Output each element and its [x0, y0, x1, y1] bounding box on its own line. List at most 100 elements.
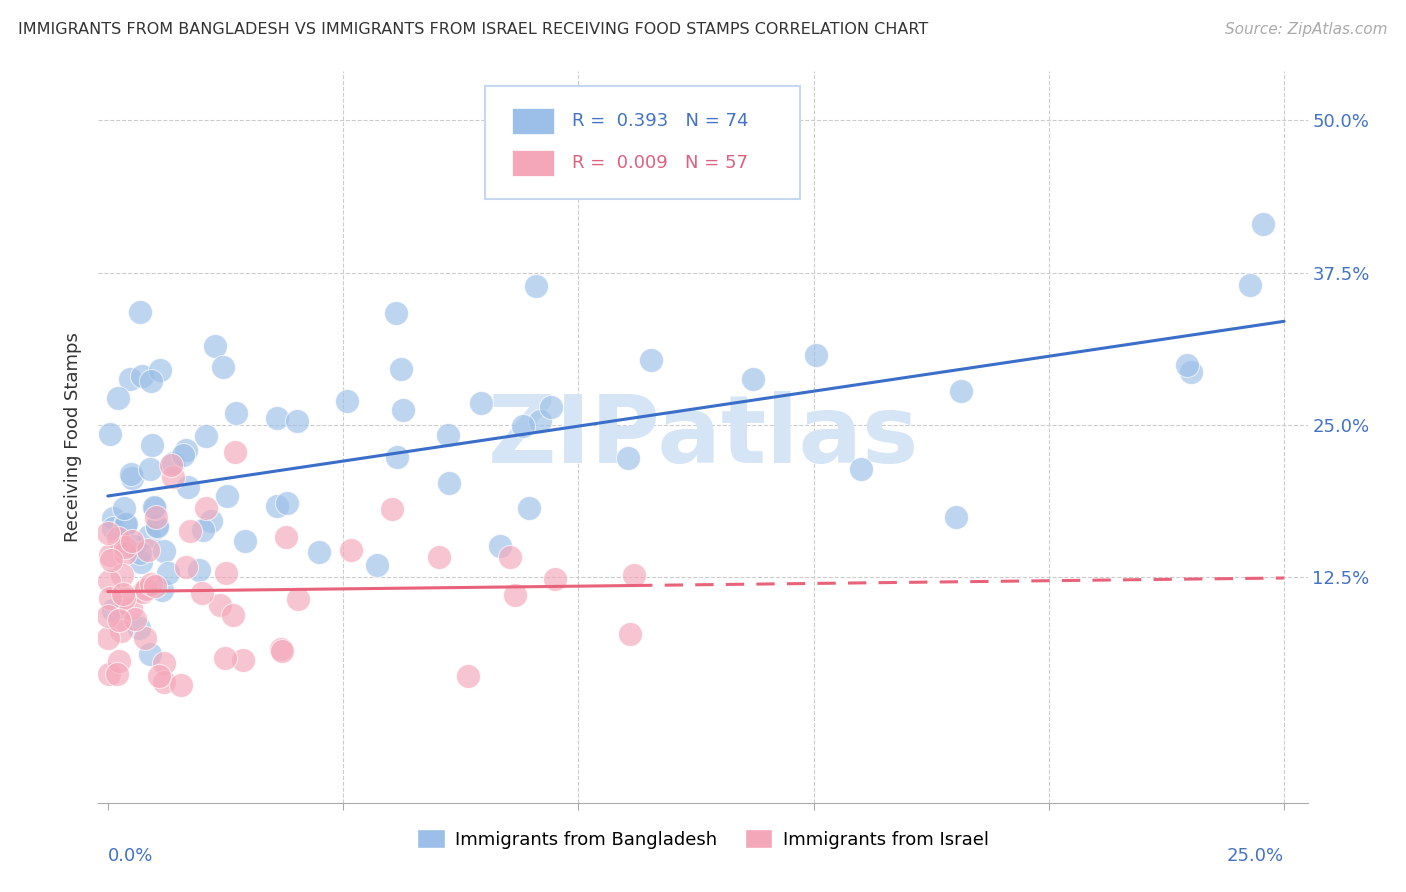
Point: [115, 516, 138, 531]
Point: [108, 654, 131, 668]
Point: [98, 591, 121, 605]
Point: [141, 374, 163, 388]
Point: [640, 353, 662, 368]
Point: [114, 546, 136, 560]
Point: [143, 579, 166, 593]
Point: [381, 501, 404, 516]
Point: [340, 543, 363, 558]
Point: [153, 656, 176, 670]
Point: [138, 529, 160, 543]
Point: [98, 667, 121, 681]
Point: [391, 403, 413, 417]
Point: [112, 591, 135, 606]
Point: [141, 437, 163, 451]
Point: [308, 545, 330, 559]
Point: [114, 540, 136, 554]
Point: [215, 489, 238, 503]
Point: [101, 603, 124, 617]
Point: [187, 563, 209, 577]
Point: [270, 642, 292, 657]
Point: [124, 612, 146, 626]
Point: [524, 278, 547, 293]
Point: [129, 546, 152, 560]
Point: [118, 371, 141, 385]
Point: [103, 510, 125, 524]
Point: [153, 543, 176, 558]
Point: [134, 632, 156, 646]
Point: [177, 480, 200, 494]
Legend: Immigrants from Bangladesh, Immigrants from Israel: Immigrants from Bangladesh, Immigrants f…: [411, 822, 995, 856]
Point: [174, 442, 197, 457]
Point: [214, 651, 236, 665]
Point: [114, 516, 136, 531]
Point: [499, 550, 522, 565]
Point: [540, 400, 562, 414]
Point: [208, 598, 231, 612]
Bar: [512, 150, 554, 176]
Text: IMMIGRANTS FROM BANGLADESH VS IMMIGRANTS FROM ISRAEL RECEIVING FOOD STAMPS CORRE: IMMIGRANTS FROM BANGLADESH VS IMMIGRANTS…: [18, 22, 928, 37]
Point: [111, 587, 134, 601]
Point: [98, 426, 121, 441]
Point: [437, 476, 460, 491]
Point: [139, 577, 162, 591]
Point: [851, 462, 873, 476]
Point: [489, 539, 512, 553]
FancyBboxPatch shape: [485, 86, 800, 200]
Point: [503, 588, 526, 602]
Point: [271, 643, 294, 657]
Point: [120, 467, 142, 482]
Point: [98, 548, 121, 562]
Y-axis label: Receiving Food Stamps: Receiving Food Stamps: [65, 332, 83, 542]
Point: [145, 518, 167, 533]
Point: [149, 363, 172, 377]
Point: [107, 532, 129, 546]
Point: [232, 653, 254, 667]
Point: [519, 501, 541, 516]
Point: [457, 668, 479, 682]
Point: [470, 396, 492, 410]
Point: [101, 520, 124, 534]
Point: [145, 510, 167, 524]
Point: [512, 418, 534, 433]
Point: [266, 410, 288, 425]
Point: [1175, 358, 1198, 372]
Point: [121, 534, 143, 549]
Point: [619, 626, 641, 640]
Point: [100, 553, 122, 567]
Point: [146, 520, 169, 534]
Text: R =  0.393   N = 74: R = 0.393 N = 74: [572, 112, 749, 130]
Point: [98, 574, 121, 589]
Point: [366, 558, 388, 572]
Point: [162, 456, 184, 470]
Point: [222, 607, 245, 622]
Point: [135, 582, 157, 597]
Point: [107, 391, 129, 405]
Point: [1239, 277, 1261, 292]
Point: [806, 347, 828, 361]
Point: [274, 530, 297, 544]
Point: [233, 534, 256, 549]
Point: [152, 583, 174, 598]
Point: [194, 429, 217, 443]
Point: [132, 585, 155, 599]
Text: R =  0.009   N = 57: R = 0.009 N = 57: [572, 153, 748, 172]
Point: [385, 306, 408, 320]
Point: [1180, 365, 1202, 379]
Point: [142, 500, 165, 514]
Point: [129, 555, 152, 569]
Point: [204, 339, 226, 353]
Point: [139, 648, 162, 662]
Bar: [512, 108, 554, 134]
Point: [945, 510, 967, 524]
Point: [97, 608, 120, 623]
Point: [950, 384, 973, 398]
Point: [121, 471, 143, 485]
Point: [276, 496, 298, 510]
Point: [131, 368, 153, 383]
Point: [179, 524, 201, 538]
Point: [112, 501, 135, 516]
Point: [529, 414, 551, 428]
Point: [389, 361, 412, 376]
Point: [129, 304, 152, 318]
Point: [172, 449, 194, 463]
